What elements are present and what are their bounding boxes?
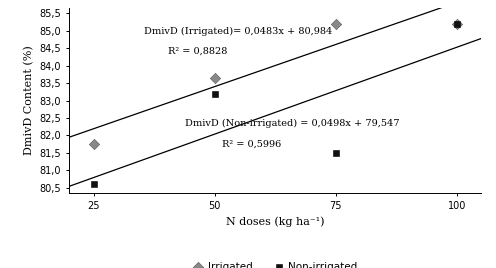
Text: R² = 0,5996: R² = 0,5996 [222,139,281,148]
Text: DmivD (Non-irrigated) = 0,0498x + 79,547: DmivD (Non-irrigated) = 0,0498x + 79,547 [185,119,399,128]
Irrigated [332,22,340,26]
Irrigated [90,142,98,146]
Non-irrigated [332,151,340,155]
Y-axis label: DmivD Content (%): DmivD Content (%) [23,46,34,155]
Text: R² = 0,8828: R² = 0,8828 [168,47,228,56]
Text: DmivD (Irrigated)= 0,0483x + 80,984: DmivD (Irrigated)= 0,0483x + 80,984 [143,27,332,36]
Irrigated [453,22,461,26]
Non-irrigated [453,22,461,26]
X-axis label: N doses (kg ha⁻¹): N doses (kg ha⁻¹) [226,217,324,228]
Non-irrigated [211,91,219,96]
Legend: Irrigated, Non-irrigated: Irrigated, Non-irrigated [189,257,362,268]
Non-irrigated [90,182,98,186]
Irrigated [211,76,219,80]
